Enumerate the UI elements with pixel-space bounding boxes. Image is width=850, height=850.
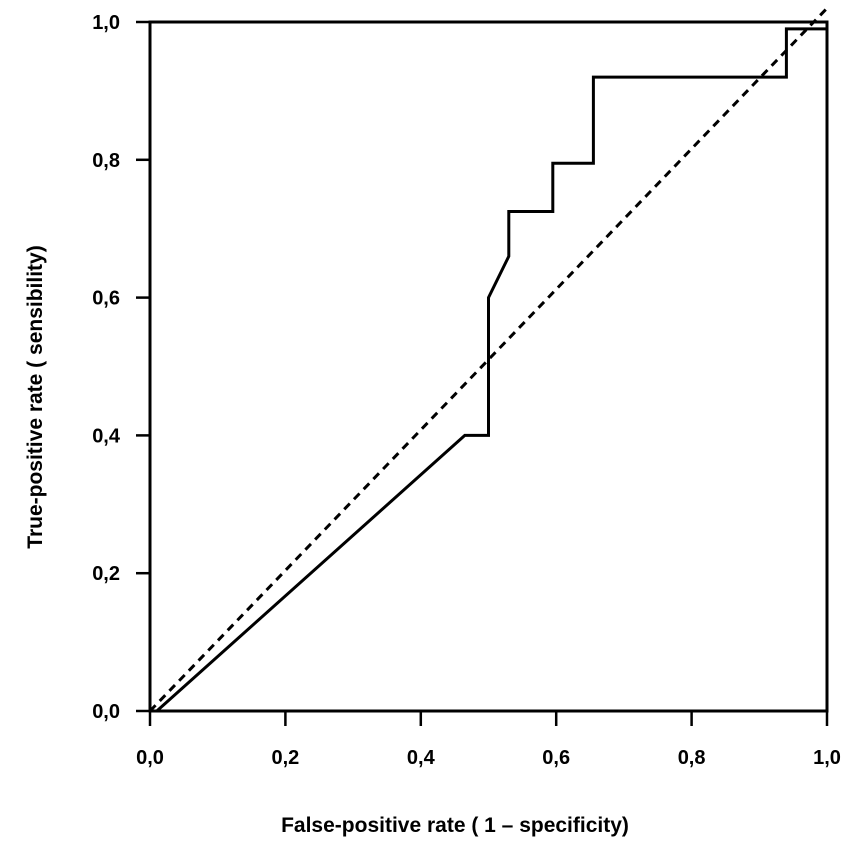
reference-diagonal-line	[148, 7, 829, 713]
x-tick-label: 1,0	[813, 747, 841, 769]
y-tick-label: 0,2	[92, 563, 120, 585]
roc-curve-line	[155, 27, 827, 713]
x-tick-label: 0,0	[136, 747, 164, 769]
y-tick-label: 0,0	[92, 701, 120, 723]
plot-frame	[148, 20, 829, 713]
y-axis-title: True-positive rate ( sensibility)	[24, 245, 47, 548]
x-tick-label: 0,6	[542, 747, 570, 769]
x-tick-label: 0,4	[407, 747, 436, 769]
x-axis: 0,0 0,2 0,4 0,6 0,8 1,0	[136, 711, 841, 769]
y-tick-label: 1,0	[92, 12, 120, 34]
x-tick-label: 0,2	[271, 747, 299, 769]
y-tick-label: 0,6	[92, 288, 120, 310]
x-tick-label: 0,8	[678, 747, 706, 769]
series-layer	[148, 7, 829, 713]
y-tick-label: 0,8	[92, 150, 120, 172]
y-axis: 0,0 0,2 0,4 0,6 0,8 1,0	[92, 12, 150, 723]
y-tick-label: 0,4	[92, 425, 121, 447]
x-axis-title: False-positive rate ( 1 – specificity)	[281, 814, 629, 837]
